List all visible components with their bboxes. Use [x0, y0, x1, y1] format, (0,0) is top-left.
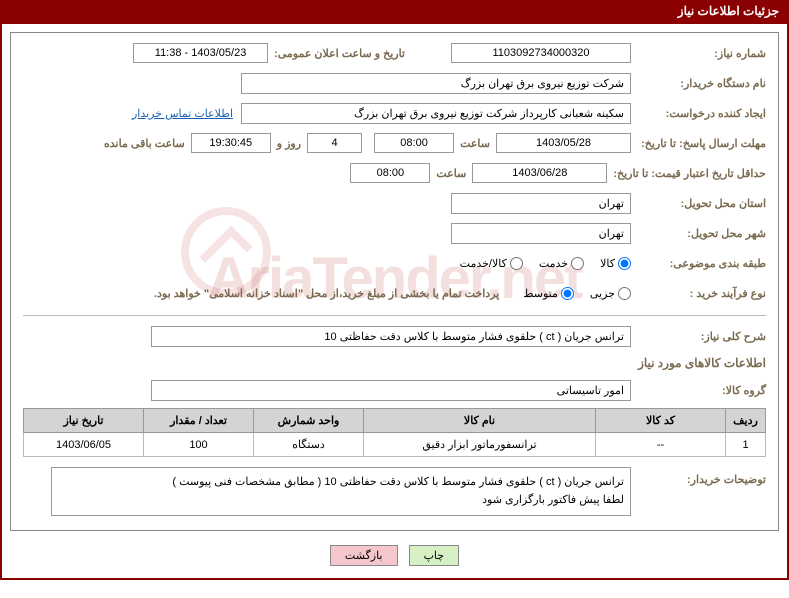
cell-date: 1403/06/05: [24, 433, 144, 457]
row-category: طبقه بندی موضوعی: کالا خدمت کالا/خدمت: [23, 251, 766, 275]
category-radio-group: کالا خدمت کالا/خدمت: [448, 257, 631, 270]
cell-code: --: [596, 433, 726, 457]
radio-medium-input[interactable]: [561, 287, 574, 300]
th-qty: تعداد / مقدار: [144, 409, 254, 433]
outer-frame: AriaTender.net شماره نیاز: 1103092734000…: [0, 22, 789, 580]
items-section-title: اطلاعات کالاهای مورد نیاز: [23, 356, 766, 370]
table-row: 1--ترانسفورماتور ابزار دقیقدستگاه1001403…: [24, 433, 766, 457]
th-name: نام کالا: [364, 409, 596, 433]
announce-datetime-field: 1403/05/23 - 11:38: [133, 43, 268, 63]
radio-both-label: کالا/خدمت: [460, 257, 507, 270]
need-no-label: شماره نیاز:: [631, 47, 766, 60]
buyer-contact-link[interactable]: اطلاعات تماس خریدار: [132, 107, 233, 120]
row-group: گروه کالا: امور تاسیساتی: [23, 378, 766, 402]
radio-service-label: خدمت: [539, 257, 568, 270]
desc-label: شرح کلی نیاز:: [631, 330, 766, 343]
row-proc: نوع فرآیند خرید : جزیی متوسط پرداخت تمام…: [23, 281, 766, 305]
radio-minor[interactable]: جزیی: [578, 287, 631, 300]
deadline-label: مهلت ارسال پاسخ: تا تاریخ:: [631, 137, 766, 150]
th-row: ردیف: [726, 409, 766, 433]
row-deadline: مهلت ارسال پاسخ: تا تاریخ: 1403/05/28 سا…: [23, 131, 766, 155]
row-validity: حداقل تاریخ اعتبار قیمت: تا تاریخ: 1403/…: [23, 161, 766, 185]
time-label-2: ساعت: [430, 167, 472, 180]
radio-medium-label: متوسط: [523, 287, 558, 300]
row-need-no: شماره نیاز: 1103092734000320 تاریخ و ساع…: [23, 41, 766, 65]
divider-1: [23, 315, 766, 316]
radio-both-input[interactable]: [510, 257, 523, 270]
need-no-field: 1103092734000320: [451, 43, 631, 63]
title-bar: جزئیات اطلاعات نیاز: [0, 0, 789, 22]
days-label: روز و: [271, 137, 307, 150]
print-button[interactable]: چاپ: [409, 545, 460, 566]
remain-label: ساعت باقی مانده: [104, 137, 191, 150]
button-bar: چاپ بازگشت: [10, 541, 779, 570]
th-code: کد کالا: [596, 409, 726, 433]
radio-minor-label: جزیی: [590, 287, 615, 300]
row-requester: ایجاد کننده درخواست: سکینه شعبانی کارپرد…: [23, 101, 766, 125]
th-date: تاریخ نیاز: [24, 409, 144, 433]
radio-service-input[interactable]: [571, 257, 584, 270]
validity-label: حداقل تاریخ اعتبار قیمت: تا تاریخ:: [607, 167, 766, 180]
province-field: تهران: [451, 193, 631, 214]
validity-time-field: 08:00: [350, 163, 430, 183]
row-buyer-org: نام دستگاه خریدار: شرکت توزیع نیروی برق …: [23, 71, 766, 95]
buyer-org-field: شرکت توزیع نیروی برق تهران بزرگ: [241, 73, 631, 94]
proc-radio-group: جزیی متوسط: [511, 287, 631, 300]
radio-both[interactable]: کالا/خدمت: [448, 257, 523, 270]
explain-field: ترانس جریان ( ct ) حلقوی فشار متوسط با ک…: [51, 467, 631, 516]
countdown-field: 19:30:45: [191, 133, 271, 153]
cell-unit: دستگاه: [254, 433, 364, 457]
content-frame: AriaTender.net شماره نیاز: 1103092734000…: [10, 32, 779, 531]
row-desc: شرح کلی نیاز: ترانس جریان ( ct ) حلقوی ف…: [23, 324, 766, 348]
proc-label: نوع فرآیند خرید :: [631, 287, 766, 300]
requester-label: ایجاد کننده درخواست:: [631, 107, 766, 120]
city-label: شهر محل تحویل:: [631, 227, 766, 240]
radio-goods[interactable]: کالا: [588, 257, 631, 270]
days-remain-field: 4: [307, 133, 362, 153]
row-city: شهر محل تحویل: تهران: [23, 221, 766, 245]
requester-field: سکینه شعبانی کارپرداز شرکت توزیع نیروی ب…: [241, 103, 631, 124]
radio-medium[interactable]: متوسط: [511, 287, 574, 300]
province-label: استان محل تحویل:: [631, 197, 766, 210]
radio-goods-label: کالا: [600, 257, 615, 270]
radio-service[interactable]: خدمت: [527, 257, 584, 270]
deadline-date-field: 1403/05/28: [496, 133, 631, 153]
items-table: ردیف کد کالا نام کالا واحد شمارش تعداد /…: [23, 408, 766, 457]
cell-row: 1: [726, 433, 766, 457]
row-explain: توضیحات خریدار: ترانس جریان ( ct ) حلقوی…: [23, 467, 766, 516]
explain-label: توضیحات خریدار:: [631, 467, 766, 486]
deadline-time-field: 08:00: [374, 133, 454, 153]
time-label-1: ساعت: [454, 137, 496, 150]
announce-label: تاریخ و ساعت اعلان عمومی:: [268, 47, 411, 60]
row-province: استان محل تحویل: تهران: [23, 191, 766, 215]
desc-field: ترانس جریان ( ct ) حلقوی فشار متوسط با ک…: [151, 326, 631, 347]
radio-goods-input[interactable]: [618, 257, 631, 270]
table-header-row: ردیف کد کالا نام کالا واحد شمارش تعداد /…: [24, 409, 766, 433]
group-field: امور تاسیساتی: [151, 380, 631, 401]
validity-date-field: 1403/06/28: [472, 163, 607, 183]
buyer-org-label: نام دستگاه خریدار:: [631, 77, 766, 90]
category-label: طبقه بندی موضوعی:: [631, 257, 766, 270]
city-field: تهران: [451, 223, 631, 244]
th-unit: واحد شمارش: [254, 409, 364, 433]
cell-qty: 100: [144, 433, 254, 457]
group-label: گروه کالا:: [631, 384, 766, 397]
proc-note: پرداخت تمام یا بخشی از مبلغ خرید،از محل …: [154, 287, 499, 300]
cell-name: ترانسفورماتور ابزار دقیق: [364, 433, 596, 457]
radio-minor-input[interactable]: [618, 287, 631, 300]
back-button[interactable]: بازگشت: [330, 545, 398, 566]
